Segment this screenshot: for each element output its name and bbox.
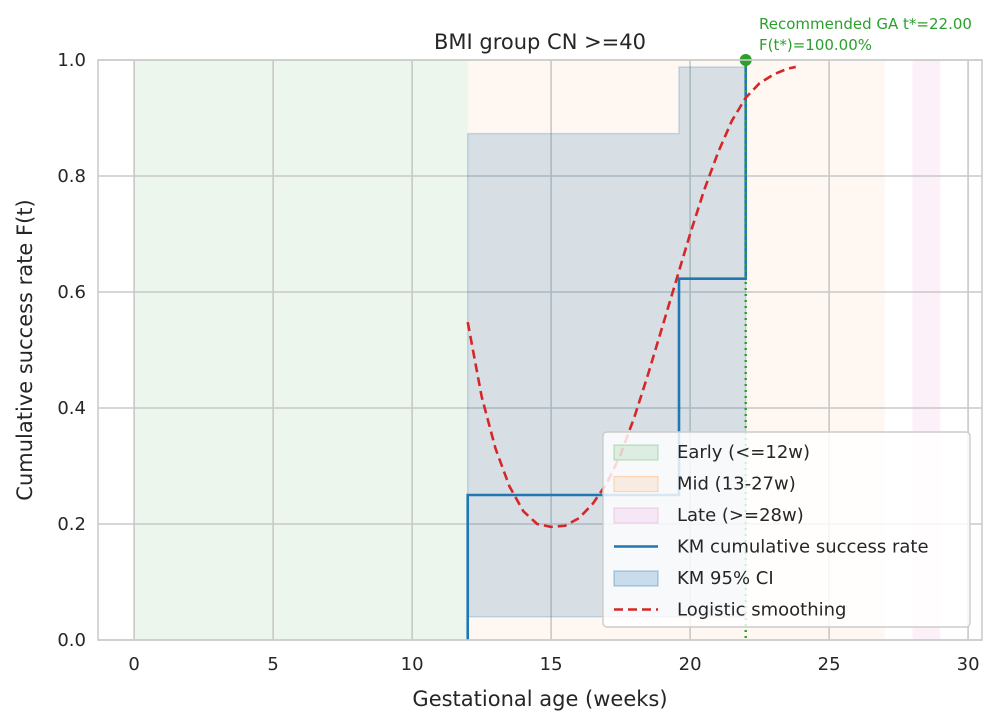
recommendation-annotation-line2: F(t*)=100.00%: [759, 36, 872, 54]
chart-title: BMI group CN >=40: [434, 30, 646, 54]
legend-box: [602, 431, 971, 628]
y-tick-label-4: 0.8: [57, 166, 86, 187]
x-tick-label-3: 15: [540, 654, 563, 675]
x-tick-label-2: 10: [401, 654, 424, 675]
y-tick-label-5: 1.0: [57, 50, 86, 71]
legend: Early (<=12w) Mid (13-27w) Late (>=28w) KM …: [602, 431, 971, 628]
x-tick-label-1: 5: [267, 654, 278, 675]
recommendation-annotation-line1: Recommended GA t*=22.00: [759, 15, 972, 33]
km-step-line: [466, 60, 748, 640]
band-0: [134, 60, 468, 640]
x-axis-label: Gestational age (weeks): [412, 687, 667, 711]
plot-frame: [97, 59, 983, 641]
y-axis-label: Cumulative success rate F(t): [13, 199, 37, 500]
legend-swatch-0: [613, 444, 659, 461]
x-tick-label-5: 25: [818, 654, 841, 675]
y-tick-label-2: 0.4: [57, 398, 86, 419]
legend-label-5: Logistic smoothing: [677, 600, 846, 621]
legend-label-0: Early (<=12w): [677, 442, 810, 463]
legend-label-4: KM 95% CI: [677, 568, 774, 589]
legend-label-3: KM cumulative success rate: [677, 537, 929, 558]
y-tick-label-1: 0.2: [57, 514, 86, 535]
lines-layer: [466, 54, 797, 640]
legend-swatch-2: [613, 507, 659, 524]
x-tick-label-0: 0: [128, 654, 139, 675]
legend-swatch-1: [613, 475, 659, 493]
logistic-smoothing-line: [466, 65, 797, 529]
tick-labels: 0 5 10 15 20 25 30 0.0 0.2 0.4 0.6 0.8 1.0: [57, 50, 979, 675]
x-tick-label-6: 30: [957, 654, 980, 675]
legend-label-2: Late (>=28w): [677, 505, 804, 526]
x-tick-label-4: 20: [679, 654, 702, 675]
y-tick-label-0: 0.0: [57, 630, 86, 651]
y-tick-label-3: 0.6: [57, 282, 86, 303]
legend-swatch-4: [613, 570, 659, 587]
legend-label-1: Mid (13-27w): [677, 474, 796, 495]
